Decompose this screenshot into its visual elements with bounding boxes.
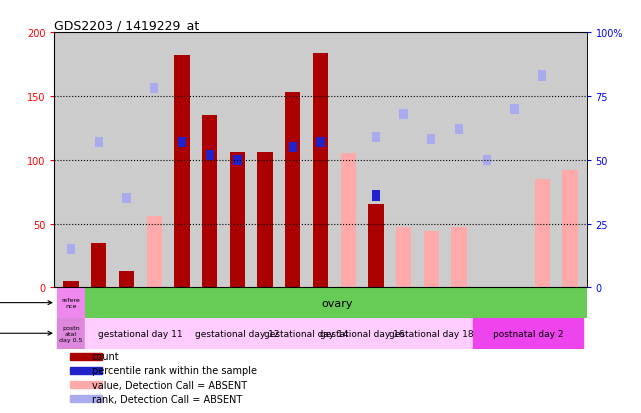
- Bar: [91, 243, 106, 287]
- Text: value, Detection Call = ABSENT: value, Detection Call = ABSENT: [92, 380, 247, 389]
- Bar: [95, 138, 103, 147]
- Bar: [67, 244, 75, 254]
- Bar: [372, 191, 380, 201]
- Bar: [85, 318, 196, 349]
- Bar: [335, 318, 390, 349]
- Bar: [57, 287, 85, 318]
- Bar: [285, 93, 301, 287]
- Bar: [369, 205, 383, 287]
- Bar: [451, 228, 467, 287]
- Bar: [71, 353, 103, 361]
- Bar: [424, 232, 439, 287]
- Bar: [510, 104, 519, 114]
- Bar: [150, 84, 158, 94]
- Bar: [202, 116, 217, 287]
- Bar: [396, 228, 412, 287]
- Bar: [71, 367, 103, 375]
- Bar: [196, 318, 279, 349]
- Bar: [258, 153, 272, 287]
- Text: age: age: [0, 328, 52, 338]
- Bar: [71, 381, 103, 389]
- Bar: [279, 318, 335, 349]
- Bar: [317, 138, 324, 147]
- Bar: [473, 318, 584, 349]
- Text: rank, Detection Call = ABSENT: rank, Detection Call = ABSENT: [92, 394, 242, 404]
- Text: refere
nce: refere nce: [62, 297, 81, 308]
- Bar: [119, 271, 134, 287]
- Bar: [229, 153, 245, 287]
- Bar: [390, 318, 473, 349]
- Text: tissue: tissue: [0, 298, 52, 308]
- Text: count: count: [92, 351, 119, 361]
- Text: gestational day 14: gestational day 14: [264, 329, 349, 338]
- Text: ovary: ovary: [321, 298, 353, 308]
- Text: gestational day 16: gestational day 16: [320, 329, 404, 338]
- Text: gestational day 11: gestational day 11: [98, 329, 183, 338]
- Text: postnatal day 2: postnatal day 2: [493, 329, 563, 338]
- Text: GDS2203 / 1419229_at: GDS2203 / 1419229_at: [54, 19, 200, 32]
- Bar: [535, 179, 550, 287]
- Bar: [455, 125, 463, 135]
- Bar: [483, 155, 491, 166]
- Text: percentile rank within the sample: percentile rank within the sample: [92, 366, 257, 375]
- Bar: [71, 395, 103, 403]
- Bar: [288, 142, 297, 153]
- Bar: [538, 71, 546, 81]
- Text: postn
atal
day 0.5: postn atal day 0.5: [60, 325, 83, 342]
- Bar: [427, 135, 435, 145]
- Bar: [178, 138, 186, 147]
- Text: gestational day 12: gestational day 12: [195, 329, 279, 338]
- Bar: [313, 53, 328, 287]
- Bar: [206, 150, 214, 160]
- Bar: [57, 318, 85, 349]
- Bar: [372, 132, 380, 142]
- Bar: [340, 154, 356, 287]
- Bar: [147, 216, 162, 287]
- Bar: [562, 171, 578, 287]
- Bar: [399, 109, 408, 120]
- Bar: [233, 155, 242, 166]
- Bar: [174, 56, 190, 287]
- Bar: [63, 281, 79, 287]
- Text: gestational day 18: gestational day 18: [389, 329, 474, 338]
- Bar: [122, 193, 131, 204]
